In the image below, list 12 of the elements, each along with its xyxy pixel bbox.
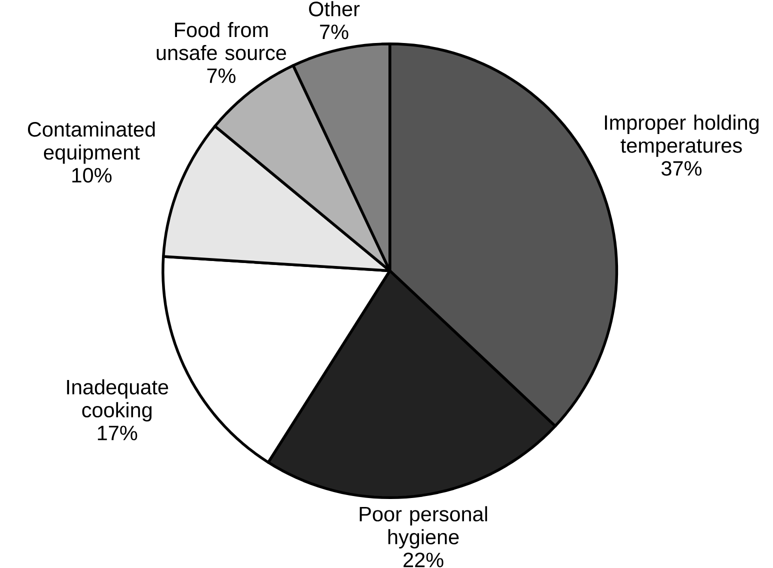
- data-label: 7%: [207, 68, 236, 83]
- slice-label: Food from unsafe source: [156, 22, 286, 60]
- data-label: 10%: [72, 168, 112, 182]
- slice-label: Improper holding temperatures: [604, 114, 759, 157]
- data-label: 17%: [98, 426, 138, 440]
- data-label: 7%: [320, 24, 348, 40]
- slice-label: Inadequate cooking: [67, 379, 168, 422]
- data-label: 22%: [404, 552, 444, 568]
- slice-label: Contaminated equipment: [28, 121, 155, 164]
- data-label: 37%: [662, 160, 702, 176]
- slice-label: Poor personal hygiene: [360, 506, 488, 548]
- slice-label: Other: [309, 0, 360, 16]
